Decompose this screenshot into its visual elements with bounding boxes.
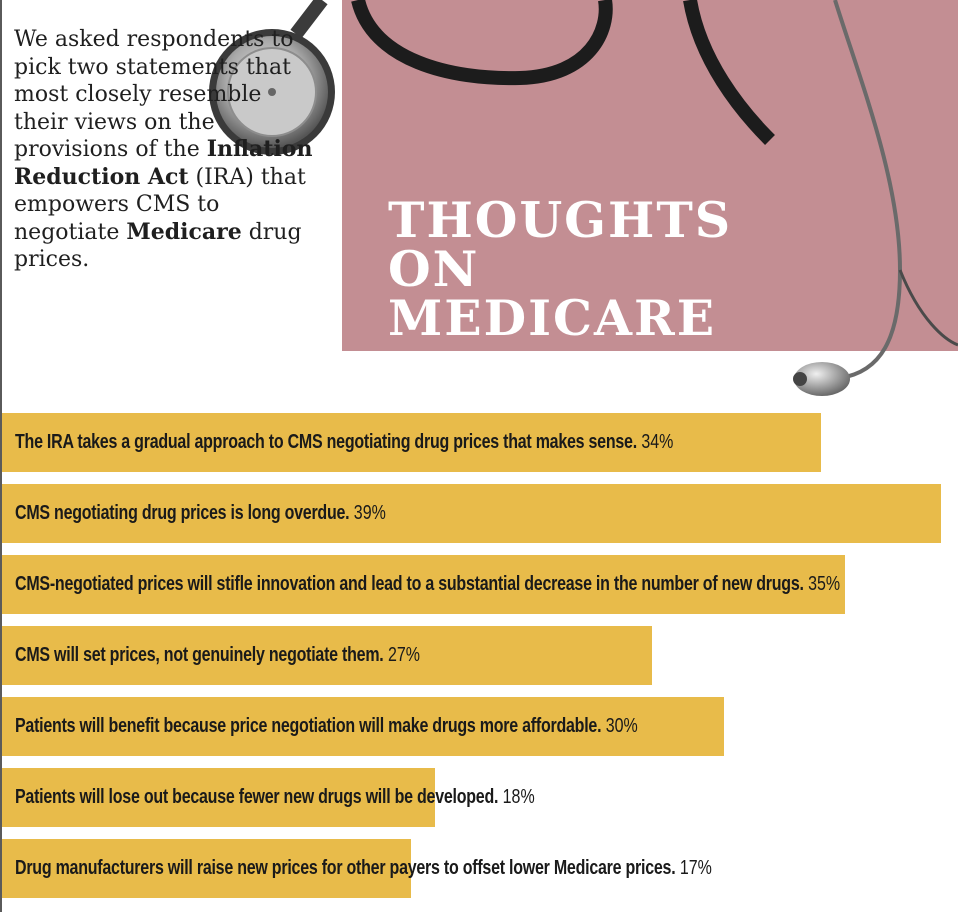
- bar-category-label: CMS negotiating drug prices is long over…: [15, 502, 350, 524]
- bar: [2, 768, 435, 827]
- bar-value-label: 35%: [803, 573, 841, 595]
- intro-text-3: drug prices.: [14, 219, 302, 273]
- bar: [2, 413, 821, 472]
- page-title: THOUGHTS ON MEDICARE: [388, 196, 732, 343]
- left-border-rule: [0, 0, 2, 912]
- title-line-1: THOUGHTS: [388, 191, 733, 249]
- bar-category-label: Patients will benefit because price nego…: [15, 715, 602, 737]
- bar-text: Drug manufacturers will raise new prices…: [15, 839, 712, 898]
- bar-row: Patients will lose out because fewer new…: [2, 768, 941, 827]
- bar-text: Patients will benefit because price nego…: [15, 697, 638, 756]
- bar-category-label: Drug manufacturers will raise new prices…: [15, 857, 676, 879]
- bar: [2, 555, 845, 614]
- bar-text: The IRA takes a gradual approach to CMS …: [15, 413, 673, 472]
- bar-value-label: 17%: [675, 857, 712, 879]
- stethoscope-illustration: [209, 0, 958, 396]
- earpiece-tube-icon: [833, 0, 903, 380]
- intro-text-1: We asked respondents to pick two stateme…: [14, 27, 294, 162]
- bar-text: CMS negotiating drug prices is long over…: [15, 484, 386, 543]
- bar: [2, 697, 724, 756]
- bar-category-label: Patients will lose out because fewer new…: [15, 786, 499, 808]
- stem-icon: [290, 0, 328, 39]
- bar: [2, 626, 652, 685]
- bar: [2, 484, 941, 543]
- bar-category-label: CMS will set prices, not genuinely negot…: [15, 644, 384, 666]
- bar-text: CMS-negotiated prices will stifle innova…: [15, 555, 840, 614]
- bar-row: CMS-negotiated prices will stifle innova…: [2, 555, 941, 614]
- intro-paragraph: We asked respondents to pick two stateme…: [14, 26, 314, 274]
- bar-value-label: 30%: [601, 715, 638, 737]
- intro-bold-ira: Inflation Reduction Act: [14, 136, 313, 190]
- tube-icon: [351, 0, 613, 86]
- bar-row: CMS negotiating drug prices is long over…: [2, 484, 941, 543]
- bar: [2, 839, 411, 898]
- title-line-2: ON: [388, 240, 480, 298]
- bar-row: CMS will set prices, not genuinely negot…: [2, 626, 941, 685]
- intro-bold-medicare: Medicare: [126, 218, 242, 245]
- bar-value-label: 27%: [383, 644, 420, 666]
- bar-chart: The IRA takes a gradual approach to CMS …: [0, 412, 958, 912]
- bar-text: Patients will lose out because fewer new…: [15, 768, 535, 827]
- bar-category-label: The IRA takes a gradual approach to CMS …: [15, 431, 637, 453]
- bar-text: CMS will set prices, not genuinely negot…: [15, 626, 420, 685]
- bar-row: The IRA takes a gradual approach to CMS …: [2, 413, 941, 472]
- intro-text-2: (IRA) that empowers CMS to negotiate: [14, 164, 306, 245]
- bar-row: Drug manufacturers will raise new prices…: [2, 839, 941, 898]
- bar-row: Patients will benefit because price nego…: [2, 697, 941, 756]
- eartip-icon: [794, 362, 850, 396]
- bar-value-label: 39%: [349, 502, 386, 524]
- bar-category-label: CMS-negotiated prices will stifle innova…: [15, 573, 804, 595]
- bar-value-label: 18%: [498, 786, 535, 808]
- bar-value-label: 34%: [636, 431, 674, 453]
- title-line-3: MEDICARE: [388, 289, 717, 347]
